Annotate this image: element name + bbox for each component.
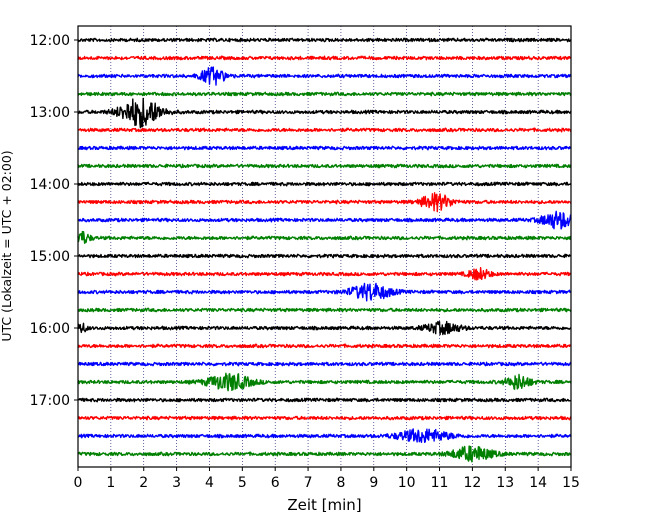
trace-1345	[77, 163, 572, 169]
trace-1715	[77, 415, 572, 421]
trace-1600	[77, 320, 572, 336]
x-tick-label: 0	[74, 475, 83, 491]
trace-1730	[77, 428, 572, 443]
trace-1245	[77, 91, 572, 97]
x-tick-label: 12	[463, 475, 481, 491]
trace-1745	[77, 445, 572, 463]
x-tick-label: 6	[271, 475, 280, 491]
y-axis-ticks: 12:00 13:00 14:00 15:00 16:00 17:00	[30, 33, 78, 409]
trace-1230	[77, 66, 572, 86]
trace-1630	[77, 361, 572, 367]
x-tick-label: 4	[205, 475, 214, 491]
trace-1530	[77, 282, 572, 302]
trace-1400	[77, 181, 572, 187]
trace-1500	[77, 253, 572, 259]
x-tick-label: 11	[431, 475, 449, 491]
x-tick-label: 1	[106, 475, 115, 491]
x-tick-label: 7	[304, 475, 313, 491]
x-tick-label: 3	[172, 475, 181, 491]
y-tick-label: 16:00	[30, 321, 70, 337]
x-tick-label: 14	[529, 475, 547, 491]
x-tick-label: 9	[369, 475, 378, 491]
trace-1545	[77, 307, 572, 313]
y-tick-label: 14:00	[30, 177, 70, 193]
x-tick-label: 8	[336, 475, 345, 491]
trace-1445	[77, 230, 572, 244]
plot-frame	[77, 25, 572, 468]
trace-1330	[77, 145, 572, 151]
x-tick-label: 5	[238, 475, 247, 491]
seismogram-traces	[77, 37, 572, 463]
y-tick-label: 13:00	[30, 105, 70, 121]
x-tick-label: 15	[562, 475, 580, 491]
trace-1700	[77, 397, 572, 403]
x-tick-label: 2	[139, 475, 148, 491]
trace-1315	[77, 127, 572, 133]
y-tick-label: 15:00	[30, 249, 70, 265]
x-tick-label: 10	[398, 475, 416, 491]
trace-1430	[77, 210, 572, 230]
trace-1515	[77, 267, 572, 281]
y-axis-title: UTC (Lokalzeit = UTC + 02:00)	[0, 150, 14, 341]
trace-1300	[77, 97, 572, 129]
trace-1415	[77, 192, 572, 213]
x-axis-ticks: 0 1 2 3 4 5 6 7 8 9 10 11 12 13 14 15	[74, 467, 580, 491]
y-tick-label: 17:00	[30, 393, 70, 409]
trace-1645	[77, 372, 572, 392]
x-axis-title: Zeit [min]	[287, 496, 361, 514]
y-tick-label: 12:00	[30, 33, 70, 49]
x-tick-label: 13	[496, 475, 514, 491]
trace-1200	[77, 37, 572, 43]
trace-1215	[77, 55, 572, 61]
trace-1615	[77, 343, 572, 349]
